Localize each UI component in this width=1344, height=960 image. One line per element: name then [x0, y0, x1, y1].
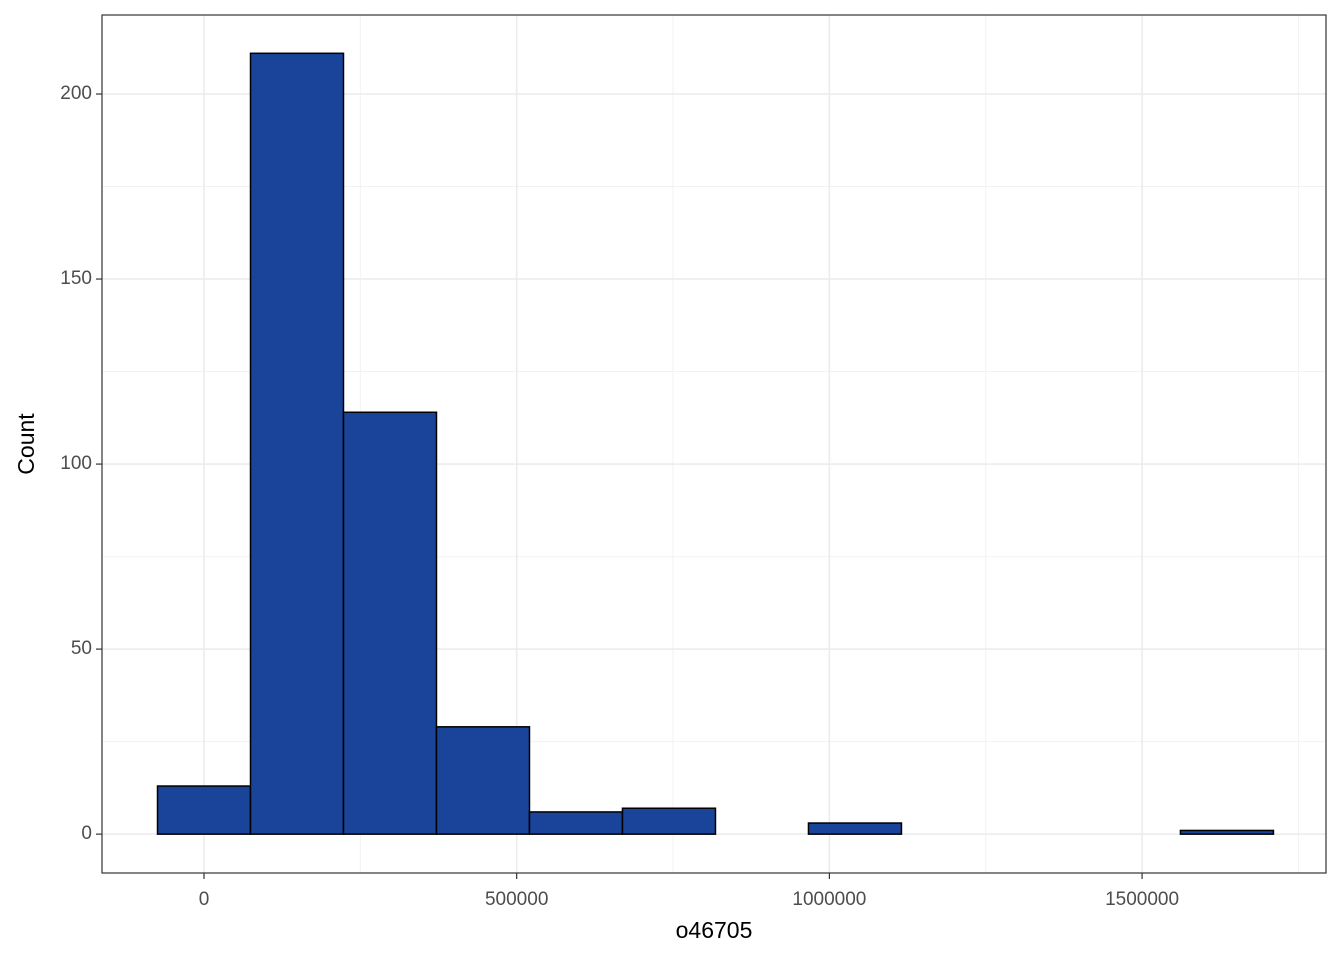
bar [621, 807, 717, 835]
bar [156, 785, 252, 835]
x-tick-label: 1500000 [1105, 889, 1179, 910]
bar [249, 52, 345, 835]
x-tick-label: 1000000 [792, 889, 866, 910]
y-axis-title: Count [13, 413, 39, 475]
x-tick-label: 0 [199, 889, 210, 910]
panel-border [101, 14, 1327, 874]
y-tick-label: 50 [71, 638, 92, 659]
y-tick-label: 150 [60, 268, 92, 289]
bars [156, 52, 1275, 835]
y-tick-label: 100 [60, 453, 92, 474]
bar [1179, 829, 1275, 835]
bar [342, 411, 438, 835]
bar [528, 811, 624, 835]
x-tick-label: 500000 [485, 889, 548, 910]
x-axis-title: o46705 [676, 917, 753, 943]
bar [435, 726, 531, 835]
y-tick-label: 0 [81, 823, 92, 844]
bar [807, 822, 903, 835]
y-tick-label: 200 [60, 83, 92, 104]
